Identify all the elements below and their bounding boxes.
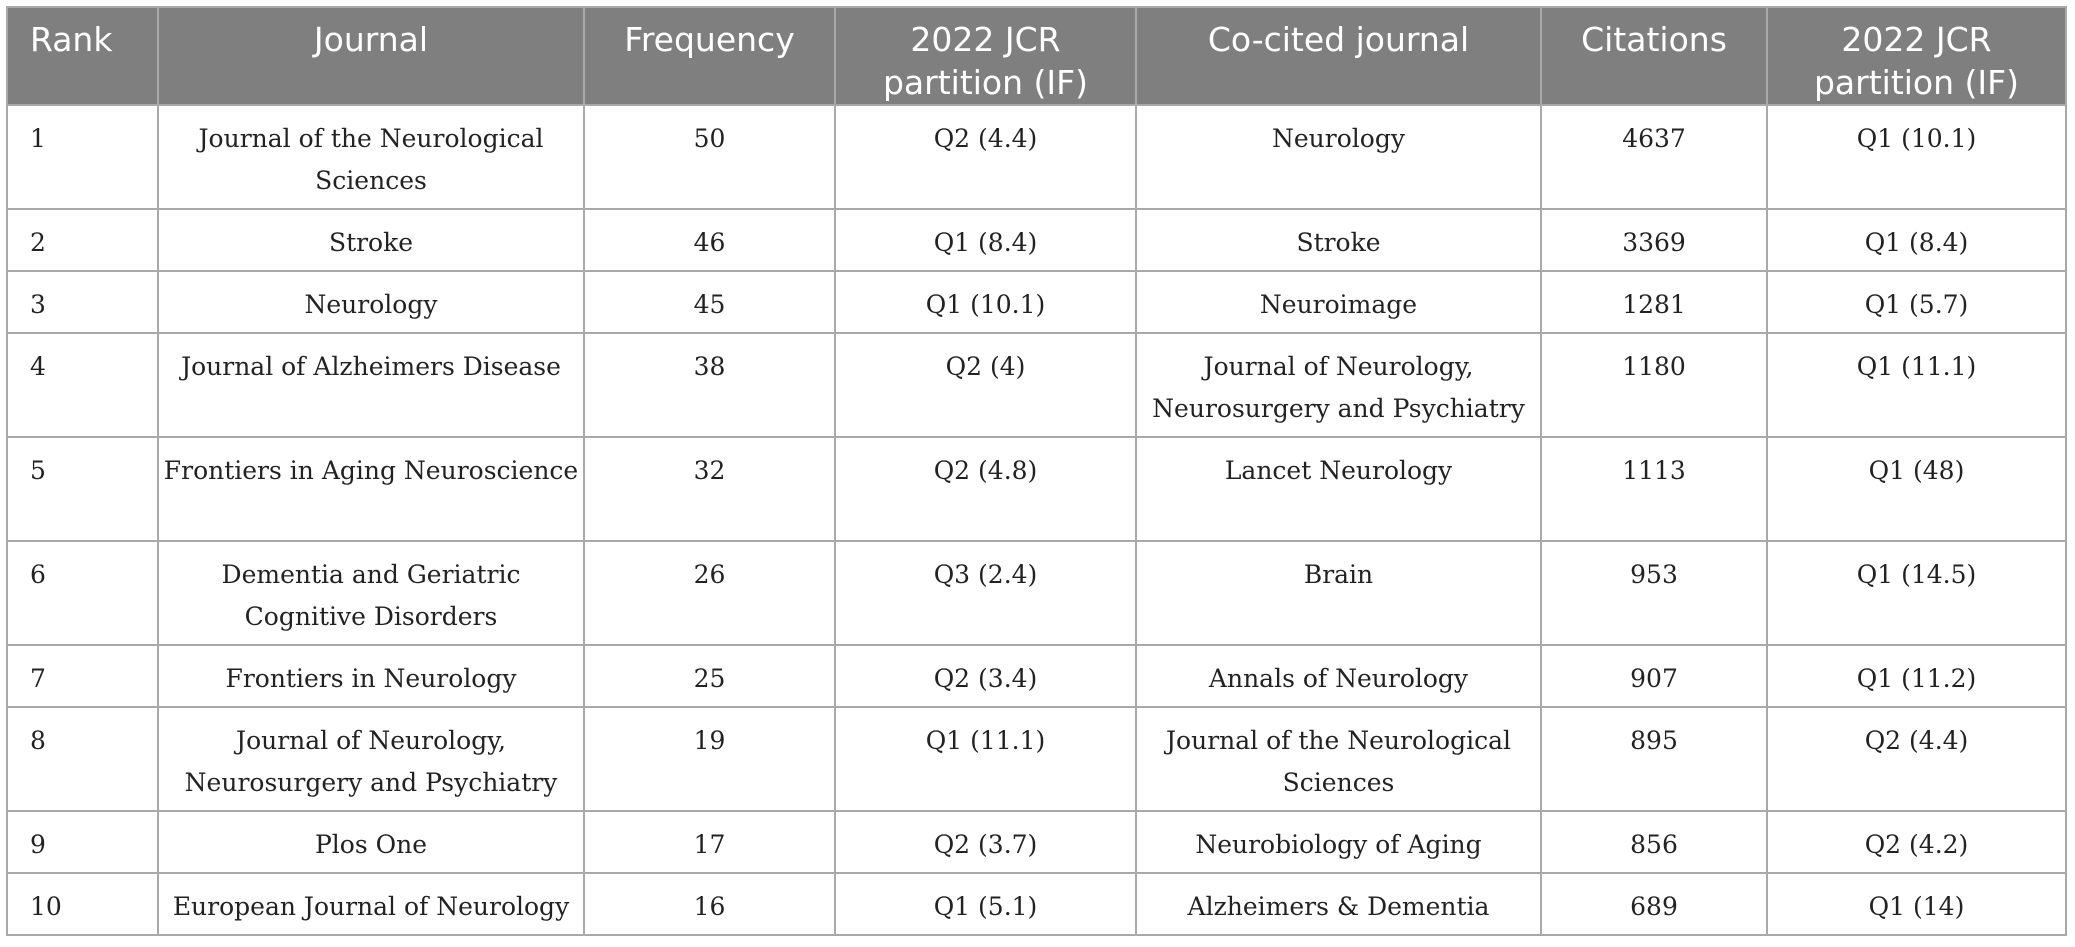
- table-row: 10 European Journal of Neurology 16 Q1 (5.1…: [6, 872, 2067, 936]
- table-row: 5 Frontiers in Aging Neuroscience 32 Q2 (4.…: [6, 436, 2067, 542]
- cell-frequency: 19: [583, 706, 836, 812]
- cell-jcr-partition-1: Q1 (5.1): [834, 872, 1137, 936]
- cell-journal: Journal of Alzheimers Disease: [157, 332, 585, 438]
- cell-jcr-partition-2: Q2 (4.4): [1766, 706, 2067, 812]
- cell-jcr-partition-2: Q1 (8.4): [1766, 208, 2067, 272]
- header-rank: Rank: [6, 6, 159, 106]
- cell-cocited-journal: Journal of the Neurological Sciences: [1135, 706, 1542, 812]
- cell-citations: 4637: [1540, 104, 1768, 210]
- cell-jcr-partition-2: Q1 (5.7): [1766, 270, 2067, 334]
- cell-rank: 2: [6, 208, 159, 272]
- cell-rank: 4: [6, 332, 159, 438]
- cell-citations: 1180: [1540, 332, 1768, 438]
- cell-journal: Frontiers in Neurology: [157, 644, 585, 708]
- table-row: 7 Frontiers in Neurology 25 Q2 (3.4) Annals …: [6, 644, 2067, 708]
- cell-rank: 10: [6, 872, 159, 936]
- cell-cocited-journal: Journal of Neurology, Neurosurgery and P…: [1135, 332, 1542, 438]
- cell-frequency: 46: [583, 208, 836, 272]
- table-row: 9 Plos One 17 Q2 (3.7) Neurobiology of Aging…: [6, 810, 2067, 874]
- cell-journal: Frontiers in Aging Neuroscience: [157, 436, 585, 542]
- cell-jcr-partition-2: Q1 (14.5): [1766, 540, 2067, 646]
- cell-cocited-journal: Alzheimers & Dementia: [1135, 872, 1542, 936]
- cell-jcr-partition-1: Q2 (4.4): [834, 104, 1137, 210]
- header-row: Rank Journal Frequency 2022 JCR partitio…: [6, 6, 2067, 106]
- cell-jcr-partition-1: Q3 (2.4): [834, 540, 1137, 646]
- cell-jcr-partition-2: Q1 (48): [1766, 436, 2067, 542]
- cell-journal: Stroke: [157, 208, 585, 272]
- table-row: 6 Dementia and Geriatric Cognitive Disord…: [6, 540, 2067, 646]
- cell-jcr-partition-2: Q1 (11.2): [1766, 644, 2067, 708]
- cell-frequency: 25: [583, 644, 836, 708]
- cell-rank: 7: [6, 644, 159, 708]
- cell-journal: Journal of the Neurological Sciences: [157, 104, 585, 210]
- cell-jcr-partition-1: Q2 (4): [834, 332, 1137, 438]
- cell-journal: European Journal of Neurology: [157, 872, 585, 936]
- cell-rank: 9: [6, 810, 159, 874]
- cell-jcr-partition-2: Q1 (10.1): [1766, 104, 2067, 210]
- cell-citations: 3369: [1540, 208, 1768, 272]
- cell-frequency: 38: [583, 332, 836, 438]
- cell-jcr-partition-1: Q2 (3.7): [834, 810, 1137, 874]
- cell-jcr-partition-2: Q2 (4.2): [1766, 810, 2067, 874]
- header-jcr-partition-1: 2022 JCR partition (IF): [834, 6, 1137, 106]
- cell-cocited-journal: Neurology: [1135, 104, 1542, 210]
- table-row: 3 Neurology 45 Q1 (10.1) Neuroimage 1281 Q1 (5…: [6, 270, 2067, 334]
- cell-jcr-partition-1: Q1 (8.4): [834, 208, 1137, 272]
- header-cocited-journal: Co-cited journal: [1135, 6, 1542, 106]
- cell-cocited-journal: Annals of Neurology: [1135, 644, 1542, 708]
- header-citations: Citations: [1540, 6, 1768, 106]
- cell-rank: 6: [6, 540, 159, 646]
- table-row: 8 Journal of Neurology, Neurosurgery and …: [6, 706, 2067, 812]
- cell-frequency: 26: [583, 540, 836, 646]
- cell-jcr-partition-1: Q2 (4.8): [834, 436, 1137, 542]
- cell-cocited-journal: Brain: [1135, 540, 1542, 646]
- cell-cocited-journal: Neuroimage: [1135, 270, 1542, 334]
- cell-citations: 953: [1540, 540, 1768, 646]
- cell-journal: Plos One: [157, 810, 585, 874]
- cell-rank: 3: [6, 270, 159, 334]
- cell-rank: 8: [6, 706, 159, 812]
- cell-jcr-partition-1: Q1 (11.1): [834, 706, 1137, 812]
- cell-jcr-partition-1: Q2 (3.4): [834, 644, 1137, 708]
- journal-table: Rank Journal Frequency 2022 JCR partitio…: [6, 6, 2067, 936]
- cell-frequency: 50: [583, 104, 836, 210]
- cell-cocited-journal: Stroke: [1135, 208, 1542, 272]
- header-journal: Journal: [157, 6, 585, 106]
- cell-journal: Neurology: [157, 270, 585, 334]
- cell-journal: Dementia and Geriatric Cognitive Disorde…: [157, 540, 585, 646]
- cell-citations: 895: [1540, 706, 1768, 812]
- cell-citations: 1113: [1540, 436, 1768, 542]
- cell-jcr-partition-2: Q1 (11.1): [1766, 332, 2067, 438]
- cell-frequency: 16: [583, 872, 836, 936]
- cell-cocited-journal: Lancet Neurology: [1135, 436, 1542, 542]
- cell-rank: 1: [6, 104, 159, 210]
- cell-jcr-partition-1: Q1 (10.1): [834, 270, 1137, 334]
- cell-journal: Journal of Neurology, Neurosurgery and P…: [157, 706, 585, 812]
- cell-citations: 856: [1540, 810, 1768, 874]
- cell-cocited-journal: Neurobiology of Aging: [1135, 810, 1542, 874]
- cell-frequency: 17: [583, 810, 836, 874]
- table-row: 2 Stroke 46 Q1 (8.4) Stroke 3369 Q1 (8.4): [6, 208, 2067, 272]
- cell-frequency: 32: [583, 436, 836, 542]
- cell-frequency: 45: [583, 270, 836, 334]
- cell-citations: 907: [1540, 644, 1768, 708]
- header-jcr-partition-2: 2022 JCR partition (IF): [1766, 6, 2067, 106]
- table-row: 1 Journal of the Neurological Sciences 50 Q…: [6, 104, 2067, 210]
- header-frequency: Frequency: [583, 6, 836, 106]
- cell-jcr-partition-2: Q1 (14): [1766, 872, 2067, 936]
- table-body: 1 Journal of the Neurological Sciences 50 Q…: [6, 104, 2067, 936]
- cell-rank: 5: [6, 436, 159, 542]
- cell-citations: 689: [1540, 872, 1768, 936]
- table-row: 4 Journal of Alzheimers Disease 38 Q2 (4) Jo…: [6, 332, 2067, 438]
- cell-citations: 1281: [1540, 270, 1768, 334]
- table-header: Rank Journal Frequency 2022 JCR partitio…: [6, 6, 2067, 106]
